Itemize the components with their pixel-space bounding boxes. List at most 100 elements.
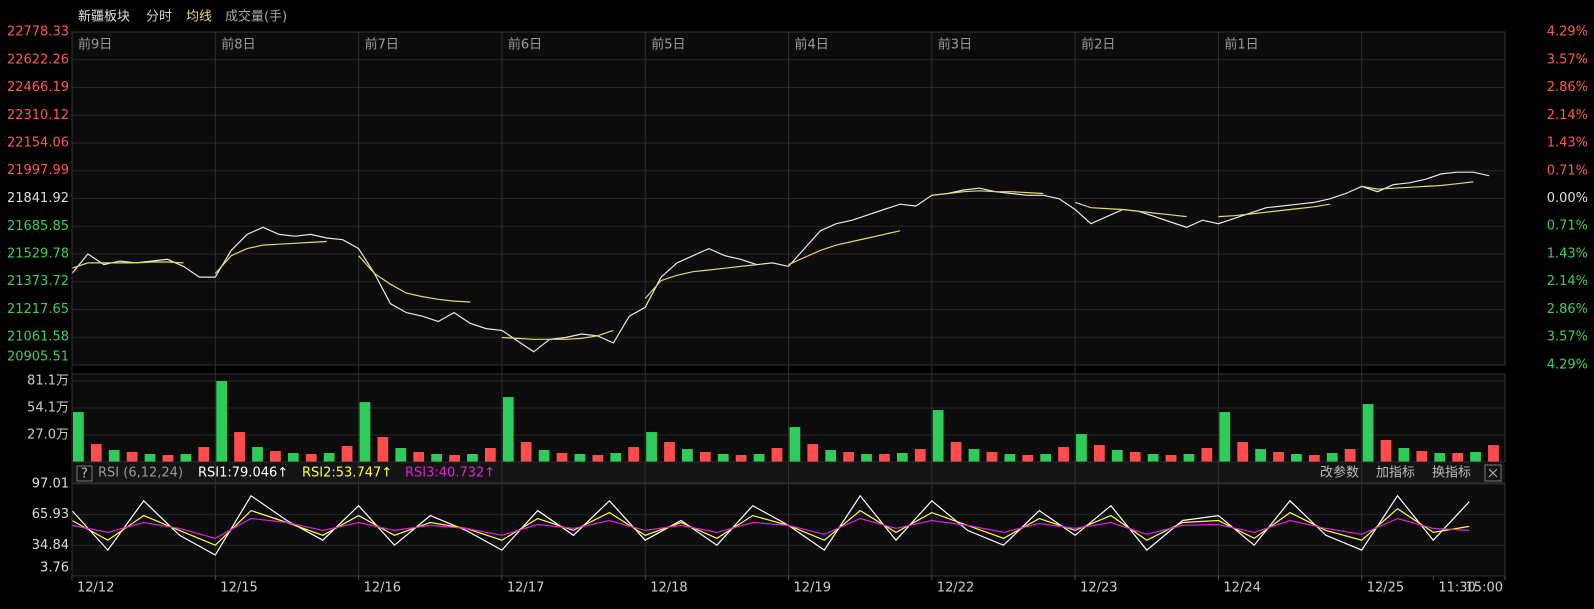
- close-icon[interactable]: [1488, 468, 1498, 478]
- volume-bar: [968, 449, 980, 462]
- x-tick-label: 12/23: [1080, 581, 1117, 596]
- volume-bar: [1291, 454, 1302, 462]
- help-button[interactable]: ?: [81, 467, 88, 482]
- volume-bar: [413, 452, 425, 462]
- volume-bar: [950, 442, 962, 462]
- x-tick-label: 15:00: [1466, 581, 1503, 596]
- volume-bar: [270, 451, 281, 462]
- volume-bar: [1111, 450, 1123, 462]
- volume-bar: [198, 447, 210, 462]
- y-tick-label: 97.01: [32, 477, 69, 492]
- day-label: 前6日: [508, 37, 542, 53]
- volume-bar: [628, 447, 640, 462]
- x-tick-label: 12/17: [507, 581, 544, 596]
- volume-bar: [682, 449, 693, 462]
- y-tick-label: 22310.12: [7, 108, 69, 123]
- close-box[interactable]: [1484, 464, 1502, 482]
- volume-bar: [610, 453, 622, 462]
- y-tick-label: 65.93: [32, 507, 69, 522]
- volume-bar: [538, 450, 550, 462]
- x-tick-label: 12/12: [77, 581, 114, 596]
- y2-tick-label: 4.29%: [1547, 25, 1588, 40]
- volume-bar: [341, 446, 353, 462]
- y2-tick-label: 2.14%: [1547, 108, 1588, 123]
- volume-bar: [1040, 454, 1052, 462]
- volume-bar: [467, 454, 478, 462]
- volume-bar: [879, 454, 890, 462]
- volume-bar: [753, 454, 765, 462]
- tab-volume[interactable]: 成交量(手): [225, 9, 287, 25]
- volume-bar: [305, 454, 317, 462]
- series-line: [71, 494, 1470, 556]
- volume-bar: [914, 449, 926, 462]
- block-title: 新疆板块: [78, 9, 130, 25]
- y2-tick-label: 0.71%: [1547, 219, 1588, 234]
- volume-bar: [377, 437, 389, 462]
- toolbar-button[interactable]: 改参数: [1320, 465, 1359, 481]
- volume-bar: [1201, 448, 1213, 462]
- volume-bar: [789, 427, 801, 462]
- volume-bar: [1219, 412, 1231, 462]
- tab-average[interactable]: 均线: [186, 10, 212, 25]
- volume-bar: [1129, 452, 1141, 462]
- volume-bar: [108, 450, 120, 462]
- series-line: [71, 517, 1470, 539]
- volume-bar: [1273, 452, 1284, 462]
- volume-bar: [1147, 454, 1159, 462]
- y-tick-label: 22154.06: [7, 135, 69, 150]
- series-line: [71, 507, 1470, 546]
- volume-bar: [592, 455, 604, 462]
- volume-bar: [1165, 455, 1177, 462]
- volume-bar: [1004, 454, 1016, 462]
- y2-tick-label: 3.57%: [1547, 52, 1588, 67]
- volume-bar: [520, 442, 532, 462]
- volume-bar: [1022, 455, 1034, 462]
- x-tick-label: 12/25: [1367, 581, 1404, 596]
- volume-bar: [771, 448, 783, 462]
- y2-tick-label: 2.14%: [1547, 274, 1588, 289]
- volume-bar: [556, 453, 568, 462]
- volume-bar: [1344, 449, 1356, 462]
- x-tick-label: 12/16: [364, 581, 401, 596]
- volume-bar: [1076, 434, 1087, 462]
- volume-bar: [646, 432, 657, 462]
- y2-tick-label: 0.71%: [1547, 163, 1588, 178]
- day-label: 前7日: [365, 37, 399, 53]
- y2-tick-label: 0.00%: [1547, 191, 1588, 206]
- toolbar-button[interactable]: 加指标: [1376, 466, 1415, 481]
- volume-bar: [431, 454, 442, 462]
- help-box[interactable]: [76, 465, 93, 482]
- volume-bar: [664, 442, 675, 462]
- volume-bar: [1308, 455, 1320, 462]
- panel-frame: [71, 373, 1506, 463]
- volume-bar: [574, 454, 586, 462]
- volume-bar: [843, 452, 854, 462]
- y-tick-label: 3.76: [40, 561, 69, 576]
- volume-bar: [699, 452, 711, 462]
- volume-bar: [1362, 404, 1374, 462]
- volume-bar: [1255, 449, 1266, 462]
- day-label: 前4日: [795, 37, 829, 53]
- rsi3-readout: RSI3:40.732↑: [405, 466, 495, 481]
- x-tick-label: 12/24: [1223, 581, 1260, 596]
- panel-frame: [71, 31, 1506, 366]
- volume-bar: [252, 447, 263, 462]
- volume-bar: [986, 452, 998, 462]
- y-tick-label: 21685.85: [7, 219, 69, 234]
- panel-frame: [71, 482, 1506, 577]
- y-tick-label: 27.0万: [27, 428, 69, 443]
- volume-bar: [1398, 448, 1410, 462]
- volume-bar: [1470, 452, 1481, 462]
- y-tick-label: 21373.72: [7, 274, 69, 289]
- y-tick-label: 22622.26: [7, 52, 69, 67]
- y2-tick-label: 1.43%: [1547, 136, 1588, 151]
- toolbar-button[interactable]: 换指标: [1432, 466, 1471, 481]
- day-label: 前9日: [78, 37, 112, 53]
- rsi2-readout: RSI2:53.747↑: [302, 466, 392, 481]
- volume-bar: [861, 454, 872, 462]
- day-label: 前1日: [1224, 37, 1258, 53]
- volume-bar: [323, 453, 335, 462]
- y-tick-label: 21529.78: [7, 247, 69, 262]
- tab-intraday[interactable]: 分时: [146, 10, 172, 25]
- y-tick-label: 34.84: [32, 538, 69, 553]
